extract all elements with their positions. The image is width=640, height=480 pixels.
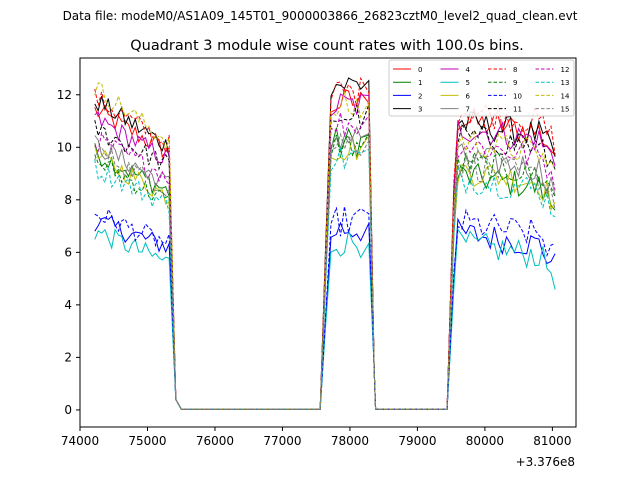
series-line-11 (94, 104, 556, 410)
y-tick-label: 0 (64, 403, 72, 417)
legend-label-10: 10 (513, 92, 522, 100)
series-line-14 (94, 82, 556, 410)
legend-label-12: 12 (561, 66, 570, 74)
axes-frame (79, 57, 577, 428)
y-tick-label: 8 (64, 193, 72, 207)
y-tick-label: 12 (57, 88, 72, 102)
legend-label-0: 0 (418, 66, 422, 74)
legend-label-15: 15 (561, 106, 570, 114)
x-tick-label: 81000 (533, 434, 571, 448)
y-tick-label: 2 (64, 350, 72, 364)
legend-label-3: 3 (418, 106, 422, 114)
legend-label-9: 9 (513, 79, 517, 87)
series-line-0 (94, 88, 556, 410)
series-line-10 (94, 206, 556, 410)
legend-box (388, 59, 575, 117)
x-tick-label: 77000 (263, 434, 301, 448)
chart-title: Quadrant 3 module wise count rates with … (130, 38, 524, 54)
x-axis-offset-label: +3.376e8 (516, 455, 575, 469)
legend-label-6: 6 (466, 92, 471, 100)
legend-label-2: 2 (418, 92, 422, 100)
y-axis: 0 2 4 6 8 10 12 (57, 88, 80, 417)
legend-label-4: 4 (466, 66, 471, 74)
series-line-13 (94, 146, 556, 410)
legend-label-13: 13 (561, 79, 570, 87)
x-axis: 74000 75000 76000 77000 78000 79000 80000 81000 (61, 427, 571, 448)
series-line-1 (94, 127, 556, 410)
data-file-header: Data file: modeM0/AS1A09_145T01_90000038… (63, 9, 578, 23)
legend-label-5: 5 (466, 79, 470, 87)
series-line-7 (94, 125, 556, 410)
y-tick-label: 10 (57, 140, 72, 154)
series-line-12 (94, 112, 556, 410)
legend-label-11: 11 (513, 106, 522, 114)
x-tick-label: 75000 (128, 434, 166, 448)
x-tick-label: 78000 (331, 434, 369, 448)
y-tick-label: 6 (64, 245, 72, 259)
legend-label-14: 14 (561, 92, 570, 100)
legend-label-8: 8 (513, 66, 517, 74)
series-line-6 (94, 134, 556, 410)
x-tick-label: 74000 (61, 434, 99, 448)
series-line-9 (94, 132, 556, 410)
y-tick-label: 4 (64, 298, 72, 312)
series-line-15 (94, 132, 556, 410)
series-lines (94, 76, 556, 410)
x-tick-label: 80000 (466, 434, 504, 448)
series-line-4 (94, 93, 556, 410)
x-tick-label: 79000 (398, 434, 436, 448)
legend-label-7: 7 (466, 106, 470, 114)
x-tick-label: 76000 (196, 434, 234, 448)
legend-label-1: 1 (418, 79, 422, 87)
